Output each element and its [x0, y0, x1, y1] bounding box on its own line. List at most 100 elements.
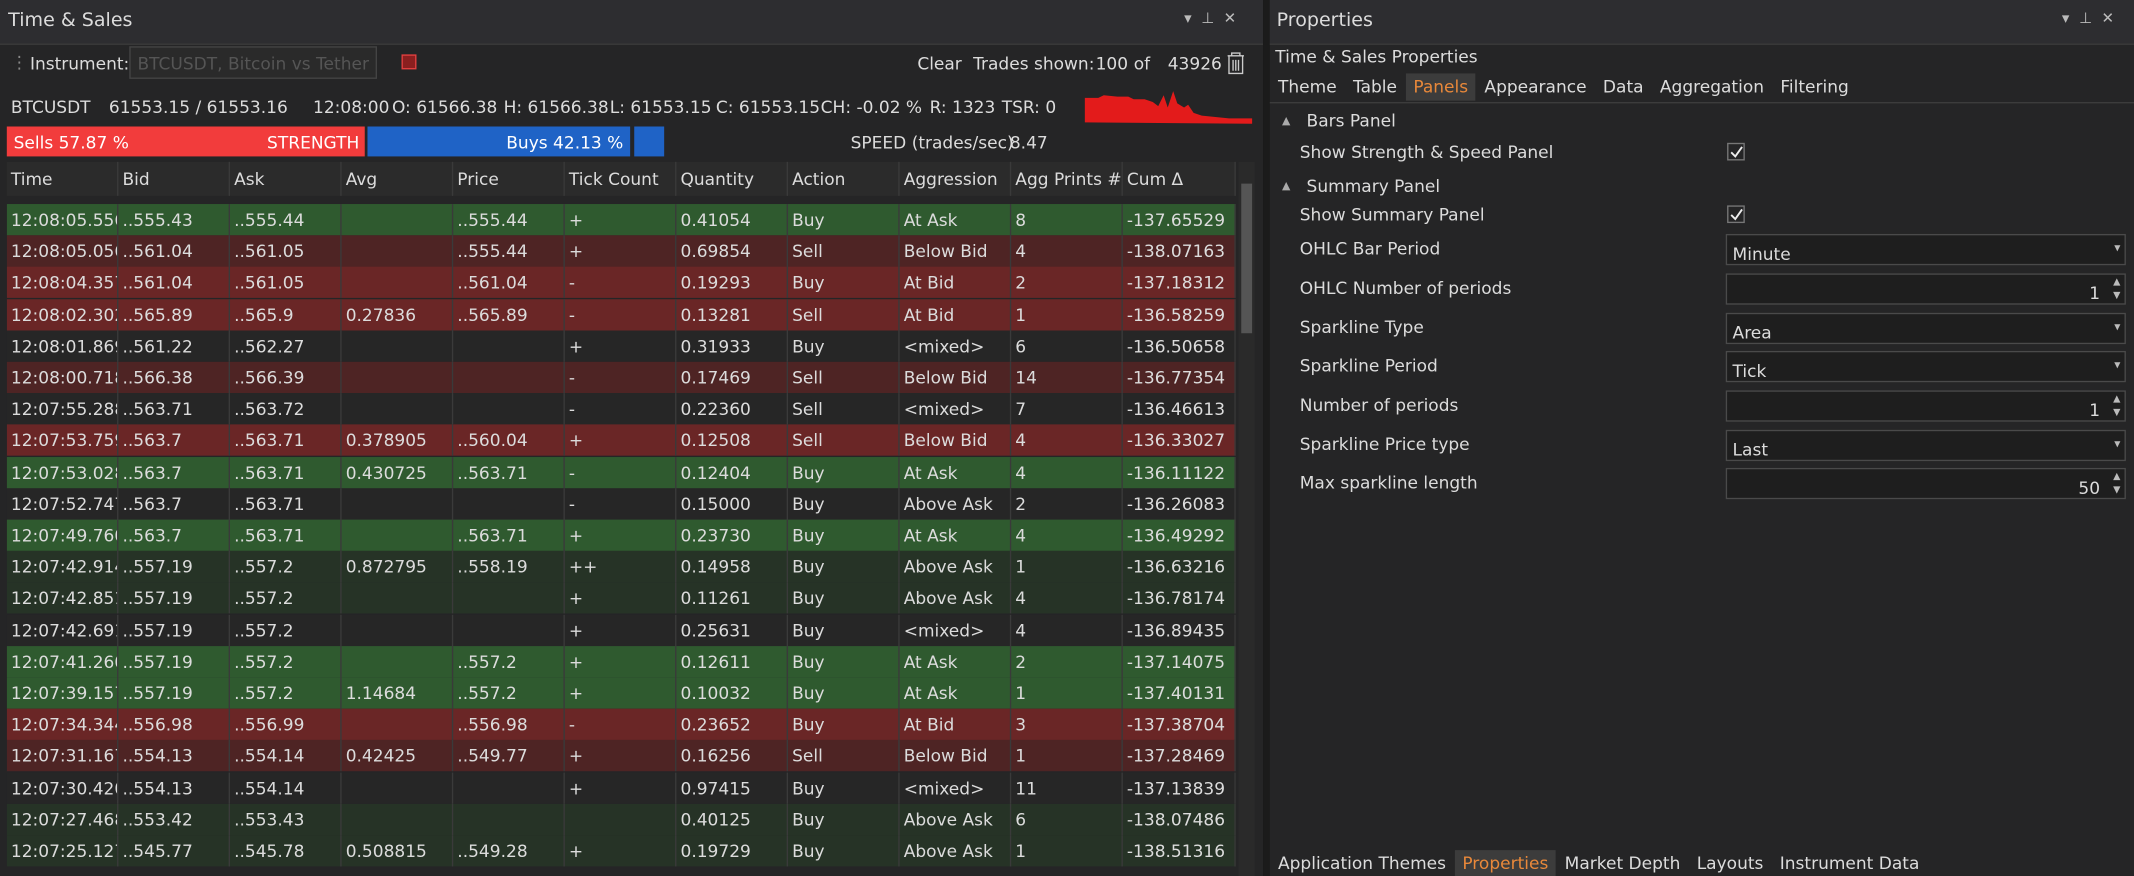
property-value: 1	[2089, 282, 2101, 304]
table-cell: ..563.71	[118, 393, 231, 425]
scrollbar[interactable]	[1238, 161, 1255, 876]
table-cell: 0.23652	[676, 708, 789, 741]
tab[interactable]: Filtering	[1780, 76, 1849, 97]
control-arrow[interactable]: ▲ ▼	[2113, 470, 2121, 496]
trade-row[interactable]: 12:07:41.260 ..557.19 ..557.2 ..557.2 +0.126…	[6, 645, 1236, 678]
table-cell: 12:07:42.851	[7, 582, 119, 614]
table-cell: 0.12508	[676, 424, 789, 457]
column-header[interactable]: Quantity	[676, 161, 789, 196]
scroll-thumb[interactable]	[1241, 183, 1253, 334]
column-header[interactable]: Time	[7, 161, 119, 196]
column-header[interactable]: Agg Prints #	[1011, 161, 1123, 196]
trade-row[interactable]: 12:08:01.869 ..561.22 ..562.27 +0.31933 Buy <…	[6, 330, 1236, 362]
checkbox[interactable]	[1727, 205, 1745, 224]
table-cell: 0.19729	[676, 835, 789, 867]
table-cell: At Ask	[900, 204, 1012, 236]
table-cell: 0.12404	[676, 456, 789, 488]
trade-row[interactable]: 12:08:00.718 ..566.38 ..566.39 -0.17469 Sell…	[6, 361, 1236, 394]
column-header[interactable]: Action	[788, 161, 900, 196]
bottom-tab[interactable]: Application Themes	[1277, 852, 1446, 874]
trade-row[interactable]: 12:07:53.028 ..563.7 ..563.71 0.430725 ..563…	[6, 456, 1236, 488]
instrument-dropdown[interactable]: BTCUSDT, Bitcoin vs Tether	[129, 46, 377, 79]
table-body: 12:08:05.556 ..555.43 ..555.44 ..555.44 +0.4…	[6, 204, 1236, 876]
trade-row[interactable]: 12:07:39.157 ..557.19 ..557.2 1.14684 ..557.…	[6, 677, 1236, 709]
spinner[interactable]: 50 ▲ ▼	[1725, 467, 2126, 500]
trade-row[interactable]: 12:07:55.288 ..563.71 ..563.72 -0.22360 Sell…	[6, 393, 1236, 425]
column-header[interactable]: Avg	[342, 161, 454, 196]
section-arrow[interactable]: ▲	[1282, 114, 1291, 127]
window-controls[interactable]: ▾ ⊥ ✕	[2061, 9, 2115, 28]
table-cell: 12:07:41.260	[7, 645, 119, 678]
table-cell	[453, 772, 565, 804]
column-header[interactable]: Bid	[118, 161, 231, 196]
table-cell: ..554.14	[230, 740, 342, 772]
table-cell: ..561.04	[118, 235, 231, 267]
trade-row[interactable]: 12:07:30.420 ..554.13 ..554.14 +0.97415 Buy <…	[6, 772, 1236, 804]
tab[interactable]: Data	[1602, 76, 1644, 97]
spinner[interactable]: 1 ▲ ▼	[1725, 390, 2126, 422]
table-cell: ..557.2	[230, 614, 342, 646]
table-cell: ..566.38	[118, 361, 231, 394]
trade-row[interactable]: 12:07:52.747 ..563.7 ..563.71 -0.15000 Buy Ab…	[6, 488, 1236, 520]
column-header[interactable]: Cum Δ	[1123, 161, 1236, 196]
spinner[interactable]: 1 ▲ ▼	[1725, 273, 2126, 305]
bottom-tab[interactable]: Instrument Data	[1779, 852, 1920, 874]
column-header[interactable]: Aggression	[900, 161, 1012, 196]
trade-row[interactable]: 12:07:42.914 ..557.19 ..557.2 0.872795 ..558…	[6, 551, 1236, 583]
dropdown[interactable]: Tick ▾	[1725, 350, 2126, 383]
record-button[interactable]	[401, 54, 417, 70]
table-cell: 0.13281	[676, 298, 789, 330]
trade-row[interactable]: 12:07:31.167 ..554.13 ..554.14 0.42425 ..549…	[6, 740, 1236, 772]
column-header[interactable]: Ask	[230, 161, 342, 196]
column-header[interactable]: Price	[453, 161, 565, 196]
trade-row[interactable]: 12:07:34.344 ..556.98 ..556.99 ..556.98-0.2…	[6, 708, 1236, 741]
trade-row[interactable]: 12:07:42.851 ..557.19 ..557.2 +0.11261 Buy Ab…	[6, 582, 1236, 614]
table-cell: 0.25631	[676, 614, 789, 646]
bottom-tab[interactable]: Layouts	[1696, 852, 1764, 874]
control-arrow[interactable]: ▲ ▼	[2113, 393, 2121, 418]
table-cell: 0.11261	[676, 582, 789, 614]
trade-row[interactable]: 12:07:42.691 ..557.19 ..557.2 +0.25631 Buy <m…	[6, 614, 1236, 646]
trade-row[interactable]: 12:07:27.468 ..553.42 ..553.43 0.40125 Buy Ab…	[6, 803, 1236, 835]
table-cell: ..561.04	[453, 267, 565, 299]
table-cell	[453, 361, 565, 394]
table-cell: ..556.98	[453, 708, 565, 741]
trade-row[interactable]: 12:07:53.759 ..563.7 ..563.71 0.378905 ..560…	[6, 424, 1236, 457]
tab[interactable]: Panels	[1406, 73, 1475, 101]
table-cell: ..563.72	[230, 393, 342, 425]
trash-icon[interactable]	[1225, 50, 1247, 75]
clear-button[interactable]: Clear	[917, 53, 962, 74]
tab[interactable]: Table	[1353, 76, 1398, 97]
bottom-tab[interactable]: Properties	[1455, 850, 1556, 876]
column-header[interactable]: Tick Count	[565, 161, 677, 196]
dropdown[interactable]: Last ▾	[1725, 429, 2126, 462]
control-arrow[interactable]: ▾	[2114, 437, 2121, 452]
table-cell: +	[565, 835, 677, 867]
table-cell: ..561.05	[230, 267, 342, 299]
control-arrow[interactable]: ▾	[2114, 321, 2121, 335]
trade-row[interactable]: 12:08:05.556 ..555.43 ..555.44 ..555.44 +0.4…	[6, 204, 1236, 236]
dropdown[interactable]: Minute ▾	[1725, 233, 2126, 266]
table-cell: 2	[1011, 267, 1123, 299]
control-arrow[interactable]: ▾	[2114, 359, 2121, 373]
table-cell: ..556.98	[118, 708, 231, 741]
trade-row[interactable]: 12:08:04.357 ..561.04 ..561.05 ..561.04-0.1…	[6, 267, 1236, 299]
window-controls[interactable]: ▾ ⊥ ✕	[1184, 9, 1237, 28]
tab[interactable]: Theme	[1277, 76, 1337, 97]
dropdown[interactable]: Area ▾	[1725, 312, 2126, 345]
trade-row[interactable]: 12:08:05.056 ..561.04 ..561.05 ..555.44 +0.6…	[6, 235, 1236, 267]
control-arrow[interactable]: ▲ ▼	[2113, 276, 2121, 301]
table-cell: -138.51316	[1123, 835, 1236, 867]
bottom-tab[interactable]: Market Depth	[1564, 852, 1681, 874]
title-bar: Properties ▾ ⊥ ✕	[1269, 0, 2134, 45]
trade-row[interactable]: 12:08:02.302 ..565.89 ..565.9 0.27836 ..565.…	[6, 298, 1236, 330]
table-cell: -138.07486	[1123, 803, 1236, 835]
tab[interactable]: Aggregation	[1659, 76, 1765, 97]
tab[interactable]: Appearance	[1484, 76, 1587, 97]
trade-row[interactable]: 12:07:25.127 ..545.77 ..545.78 0.508815 ..54…	[6, 835, 1236, 867]
trade-row[interactable]: 12:07:49.760 ..563.7 ..563.71 ..563.71 +0.23…	[6, 519, 1236, 551]
control-arrow[interactable]: ▾	[2114, 242, 2121, 256]
checkbox[interactable]	[1727, 142, 1745, 161]
table-cell: 4	[1011, 582, 1123, 614]
section-arrow[interactable]: ▲	[1282, 179, 1291, 192]
